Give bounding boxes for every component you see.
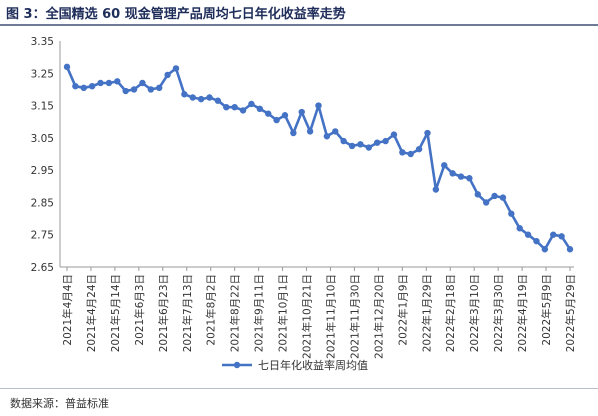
x-tick-label: 2021年6月3日 <box>133 274 146 346</box>
data-point <box>306 128 314 135</box>
legend-label: 七日年化收益率周均值 <box>258 358 368 372</box>
x-tick-label: 2021年7月13日 <box>181 274 194 352</box>
data-point <box>441 162 448 169</box>
footer-divider <box>0 388 598 389</box>
data-point <box>524 231 532 238</box>
data-point <box>357 141 364 148</box>
series-line <box>65 66 572 251</box>
data-point <box>449 170 456 177</box>
data-point <box>508 210 515 217</box>
x-tick-label: 2021年4月24日 <box>85 274 98 352</box>
data-point <box>130 86 138 93</box>
data-point <box>239 107 247 114</box>
data-point <box>533 237 540 245</box>
data-point <box>482 199 490 206</box>
data-point <box>315 102 322 109</box>
data-point <box>516 225 523 232</box>
y-tick-label: 2.75 <box>31 230 54 242</box>
data-point <box>399 149 406 156</box>
data-point <box>332 128 339 135</box>
legend-marker <box>233 361 241 369</box>
data-point <box>415 145 423 153</box>
y-tick-label: 3.35 <box>31 36 54 48</box>
title-divider <box>0 24 598 26</box>
x-tick-label: 2022年4月19日 <box>516 274 529 352</box>
data-point <box>265 110 272 117</box>
y-tick-label: 2.85 <box>31 197 54 209</box>
data-point <box>63 63 71 71</box>
y-tick-label: 2.95 <box>31 165 54 177</box>
x-tick-label: 2022年1月9日 <box>396 274 409 346</box>
x-tick-label: 2022年2月18日 <box>444 274 457 352</box>
data-point <box>156 84 163 92</box>
data-point <box>281 112 289 119</box>
data-point <box>80 84 87 92</box>
data-point <box>164 71 171 79</box>
data-point <box>323 133 331 140</box>
x-tick-label: 2022年3月10日 <box>468 274 481 352</box>
data-point <box>491 192 498 200</box>
data-point <box>72 83 79 90</box>
data-point <box>432 186 440 193</box>
data-point <box>88 83 96 90</box>
figure-title: 图 3：全国精选 60 现金管理产品周均七日年化收益率走势 <box>6 7 346 22</box>
x-tick-label: 2021年4月4日 <box>61 274 74 346</box>
data-point <box>105 79 113 87</box>
x-tick-label: 2022年5月9日 <box>540 274 553 346</box>
x-tick-label: 2022年5月29日 <box>564 274 577 352</box>
data-point <box>97 79 104 87</box>
data-point <box>365 144 372 151</box>
data-point <box>407 150 414 158</box>
x-tick-label: 2021年9月11日 <box>253 274 266 352</box>
line-chart: 3.35 3.25 3.15 3.05 2.95 2.85 2.75 2.65 2021年4月4… <box>31 36 577 372</box>
data-point <box>390 131 398 138</box>
data-point <box>231 103 238 111</box>
data-point <box>122 87 129 95</box>
data-point <box>466 175 473 182</box>
y-tick-label: 2.65 <box>31 262 54 274</box>
data-source-note: 数据来源：普益标准 <box>10 397 109 410</box>
data-point <box>566 246 574 253</box>
x-tick-label: 2021年10月21日 <box>301 274 314 359</box>
data-point <box>424 129 431 137</box>
x-tick-label: 2021年11月30日 <box>348 274 361 359</box>
data-point <box>273 116 280 124</box>
data-point <box>114 78 121 85</box>
data-point <box>340 137 347 145</box>
data-point <box>298 108 305 116</box>
data-point <box>348 142 356 150</box>
data-point <box>382 137 389 145</box>
data-point <box>248 100 255 108</box>
x-tick-label: 2021年12月20日 <box>372 274 385 359</box>
data-point <box>147 86 155 93</box>
data-point <box>197 95 205 103</box>
data-point <box>373 139 381 146</box>
data-point <box>541 246 549 253</box>
data-point <box>256 105 264 113</box>
y-tick-label: 3.15 <box>31 101 54 113</box>
data-point <box>499 194 507 201</box>
y-tick-label: 3.25 <box>31 68 54 80</box>
data-point <box>172 65 180 72</box>
x-tick-label: 2022年1月29日 <box>420 274 433 352</box>
data-point <box>181 91 188 98</box>
data-point <box>550 231 557 238</box>
data-point <box>474 191 481 198</box>
data-point <box>558 233 565 240</box>
x-tick-label: 2021年8月2日 <box>205 274 218 346</box>
x-tick-label: 2021年10月1日 <box>277 274 290 352</box>
x-tick-label: 2022年3月30日 <box>492 274 505 352</box>
data-point <box>223 103 230 111</box>
x-tick-label: 2021年5月14日 <box>109 274 122 352</box>
data-point <box>139 79 146 87</box>
x-tick-label: 2021年8月22日 <box>229 274 242 352</box>
data-point <box>457 173 465 180</box>
data-point <box>206 94 213 101</box>
data-point <box>214 97 222 104</box>
x-tick-label: 2021年6月23日 <box>157 274 170 352</box>
data-point <box>290 129 297 137</box>
x-tick-label: 2021年11月10日 <box>324 274 337 359</box>
y-tick-label: 3.05 <box>31 133 54 145</box>
data-point <box>189 94 196 101</box>
